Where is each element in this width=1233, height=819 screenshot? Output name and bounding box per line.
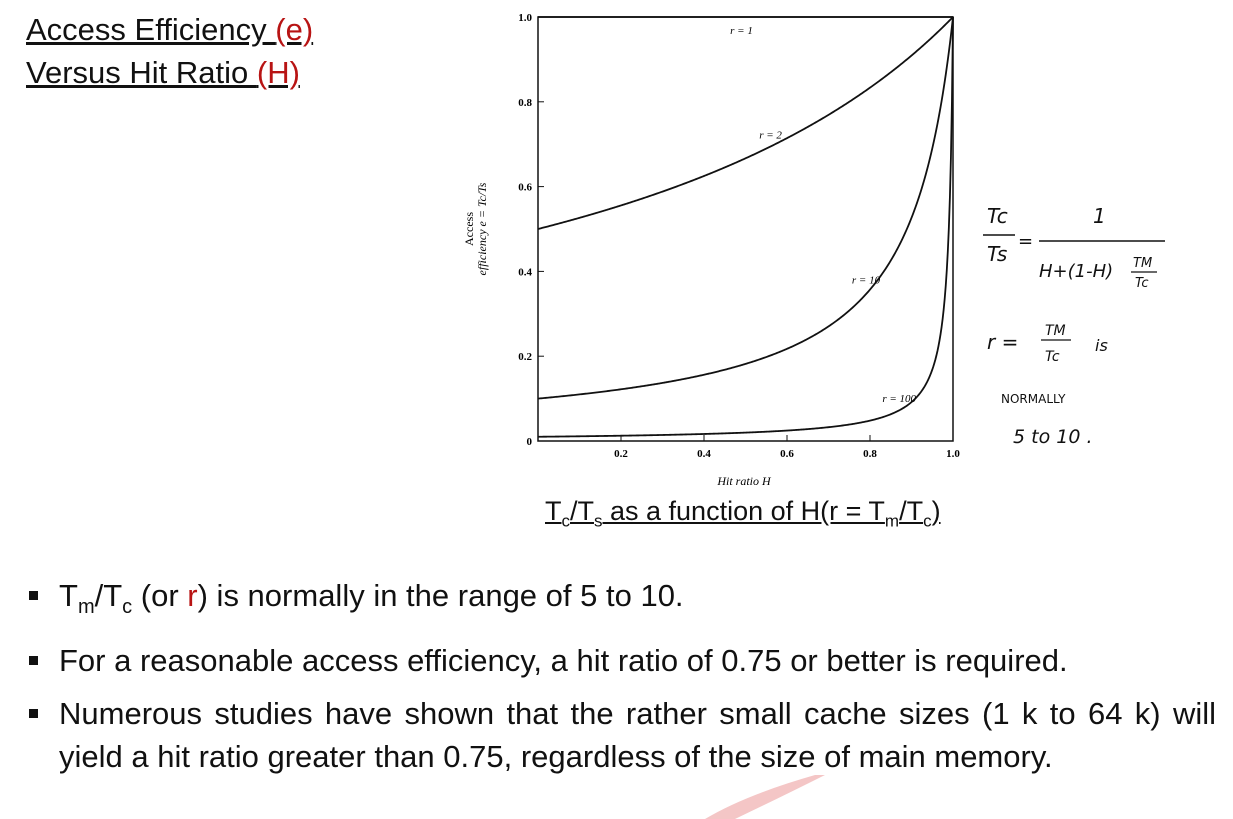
y-tick-label: 0.8 bbox=[518, 97, 532, 109]
bullet-item: For a reasonable access efficiency, a hi… bbox=[26, 639, 1216, 682]
hw-equals: = bbox=[1018, 231, 1033, 252]
hw-tc-inner: Tc bbox=[1135, 276, 1148, 291]
series-label-r2: r = 2 bbox=[759, 129, 782, 141]
hw-one: 1 bbox=[1093, 204, 1106, 228]
series-line-r10 bbox=[537, 16, 954, 400]
hw-denominator: H+(1-H) bbox=[1039, 261, 1113, 282]
x-tick-label: 0.8 bbox=[863, 448, 877, 460]
title-line-1: Access Efficiency (e) bbox=[26, 12, 314, 47]
x-tick-label: 0.2 bbox=[614, 448, 628, 460]
y-axis-title: Access efficiency e = Tc/Ts bbox=[462, 182, 489, 275]
bullet-list: Tm/Tc (or r) is normally in the range of… bbox=[26, 574, 1216, 788]
chart-caption: Tc/Ts as a function of H(r = Tm/Tc) bbox=[545, 496, 941, 531]
plot-frame bbox=[537, 16, 954, 442]
hw-r-tc: Tc bbox=[1045, 349, 1060, 365]
efficiency-chart: r = 1r = 2r = 10r = 100 0.2 0.4 0.6 0.8 1.00… bbox=[462, 12, 960, 488]
series-label-r10: r = 10 bbox=[852, 275, 881, 287]
series-label-r1: r = 1 bbox=[730, 25, 753, 37]
bullet-item: Tm/Tc (or r) is normally in the range of… bbox=[26, 574, 1216, 629]
y-tick-label: 0.2 bbox=[518, 351, 532, 363]
bullet-highlight-r: r bbox=[187, 578, 198, 613]
x-tick-label: 1.0 bbox=[946, 448, 960, 460]
x-tick-label: 0.6 bbox=[780, 448, 794, 460]
hw-range: 5 to 10 . bbox=[1013, 426, 1093, 448]
hw-normally: NORMALLY bbox=[1001, 392, 1066, 406]
series-line-r2 bbox=[537, 16, 954, 230]
title-line-2: Versus Hit Ratio (H) bbox=[26, 55, 300, 90]
x-axis-title: Hit ratio H bbox=[716, 474, 772, 488]
hw-ts: Ts bbox=[987, 242, 1007, 266]
y-tick-label: 0.4 bbox=[518, 266, 532, 278]
hw-r-tm: TM bbox=[1045, 323, 1066, 339]
decorative-swoosh bbox=[705, 775, 825, 819]
y-tick-label: 0.6 bbox=[518, 182, 532, 194]
title-highlight-h: (H) bbox=[256, 55, 300, 90]
title-highlight-e: (e) bbox=[275, 12, 314, 47]
hw-r-equals: r = bbox=[987, 330, 1018, 354]
handwritten-notes: Tc Ts = 1 H+(1-H) TM Tc r = TM Tc is NOR… bbox=[983, 204, 1165, 448]
hw-tm: TM bbox=[1133, 256, 1152, 271]
series-line-r100 bbox=[537, 16, 954, 438]
y-axis-title-line-1: Access bbox=[462, 212, 476, 246]
hw-is: is bbox=[1095, 336, 1108, 355]
series-label-r100: r = 100 bbox=[882, 393, 916, 405]
curves: r = 1 r = 2 r = 10 r = 100 bbox=[537, 16, 954, 438]
y-tick-label: 1.0 bbox=[518, 12, 532, 24]
slide-title: Access Efficiency (e) Versus Hit Ratio (… bbox=[26, 8, 313, 94]
bullet-item: Numerous studies have shown that the rat… bbox=[26, 692, 1216, 778]
y-tick-label: 0 bbox=[527, 436, 533, 448]
hw-tc: Tc bbox=[987, 204, 1008, 228]
y-axis-title-line-2: efficiency e = Tc/Ts bbox=[475, 182, 489, 275]
x-tick-label: 0.4 bbox=[697, 448, 711, 460]
axis-ticks: 0.2 0.4 0.6 0.8 1.0 0 0.2 0.4 0.6 0.8 1.0 bbox=[518, 12, 960, 460]
